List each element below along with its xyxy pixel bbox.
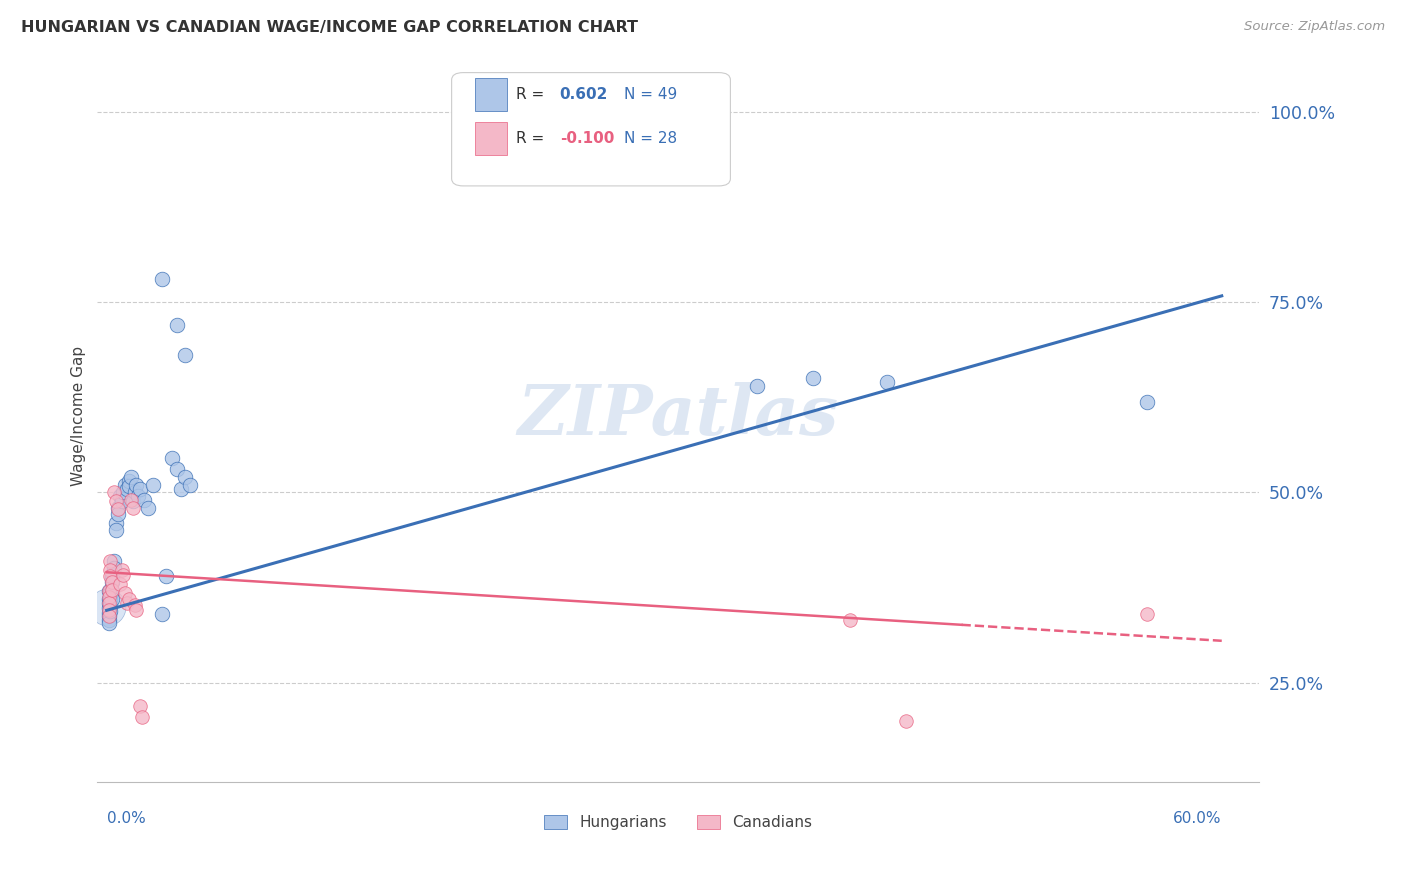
Point xyxy=(97,606,120,620)
Point xyxy=(104,494,127,508)
Point xyxy=(97,584,120,599)
Point xyxy=(142,477,165,491)
Point xyxy=(118,591,141,606)
Point xyxy=(97,608,120,623)
Point xyxy=(129,482,152,496)
Point xyxy=(107,500,129,515)
Point xyxy=(107,507,129,521)
Point xyxy=(120,492,142,507)
Text: 0.602: 0.602 xyxy=(560,87,607,102)
Point xyxy=(108,576,131,591)
Point xyxy=(101,582,124,597)
Point xyxy=(131,710,153,724)
Point xyxy=(98,591,121,606)
Text: R =: R = xyxy=(516,131,548,146)
Point xyxy=(97,601,120,615)
Point xyxy=(98,604,121,618)
Bar xyxy=(475,78,508,112)
Text: N = 49: N = 49 xyxy=(623,87,676,102)
Legend: Hungarians, Canadians: Hungarians, Canadians xyxy=(538,809,818,836)
Point xyxy=(114,586,136,600)
Point xyxy=(179,477,201,491)
Point xyxy=(97,608,120,623)
Point xyxy=(170,482,193,496)
Point xyxy=(166,462,188,476)
Point xyxy=(97,596,120,610)
Point xyxy=(121,500,143,515)
Point xyxy=(98,586,121,600)
Point xyxy=(101,575,124,590)
Point xyxy=(124,485,146,500)
Point xyxy=(112,485,135,500)
Point xyxy=(127,489,149,503)
Point xyxy=(121,494,143,508)
Point xyxy=(745,378,768,392)
Point xyxy=(108,489,131,503)
Point xyxy=(155,569,177,583)
Point xyxy=(98,554,121,568)
Point xyxy=(112,567,135,582)
Point xyxy=(152,272,174,286)
Point xyxy=(98,598,121,612)
Point xyxy=(132,492,155,507)
Point xyxy=(104,516,127,530)
Point xyxy=(124,598,146,612)
Point xyxy=(125,603,148,617)
Point xyxy=(101,584,124,599)
Point xyxy=(97,616,120,631)
Point xyxy=(97,591,120,605)
Point xyxy=(1136,607,1159,621)
Point xyxy=(894,714,917,728)
Point xyxy=(136,500,159,515)
Text: N = 28: N = 28 xyxy=(623,131,676,146)
Text: HUNGARIAN VS CANADIAN WAGE/INCOME GAP CORRELATION CHART: HUNGARIAN VS CANADIAN WAGE/INCOME GAP CO… xyxy=(21,20,638,35)
Point xyxy=(97,584,120,599)
Point xyxy=(104,524,127,538)
Text: ZIPatlas: ZIPatlas xyxy=(517,383,839,450)
Point xyxy=(110,494,132,508)
Point xyxy=(107,502,129,516)
Point xyxy=(103,485,125,500)
Point xyxy=(173,348,195,362)
Point xyxy=(1136,395,1159,409)
Point xyxy=(801,371,824,385)
Point xyxy=(118,474,141,488)
Point xyxy=(120,470,142,484)
Point xyxy=(97,591,120,606)
Point xyxy=(101,591,124,606)
Point xyxy=(98,563,121,577)
Point xyxy=(103,561,125,575)
FancyBboxPatch shape xyxy=(451,72,730,186)
Text: 60.0%: 60.0% xyxy=(1173,811,1222,826)
Point xyxy=(97,597,120,611)
Point xyxy=(101,569,124,583)
Point xyxy=(166,318,188,332)
Point xyxy=(115,482,138,496)
Point xyxy=(110,563,132,577)
Point xyxy=(152,607,174,621)
Text: -0.100: -0.100 xyxy=(560,131,614,146)
Text: Source: ZipAtlas.com: Source: ZipAtlas.com xyxy=(1244,20,1385,33)
Text: 0.0%: 0.0% xyxy=(107,811,145,826)
Point xyxy=(101,575,124,590)
Y-axis label: Wage/Income Gap: Wage/Income Gap xyxy=(72,346,86,486)
Point xyxy=(839,613,862,627)
Bar xyxy=(475,122,508,155)
Text: R =: R = xyxy=(516,87,548,102)
Point xyxy=(876,375,898,389)
Point xyxy=(118,479,141,493)
Point xyxy=(98,569,121,583)
Point xyxy=(103,554,125,568)
Point xyxy=(97,603,120,617)
Point xyxy=(97,613,120,627)
Point xyxy=(173,470,195,484)
Point xyxy=(129,698,152,713)
Point xyxy=(96,599,118,614)
Point xyxy=(125,477,148,491)
Point xyxy=(114,477,136,491)
Point xyxy=(115,596,138,610)
Point xyxy=(160,451,183,466)
